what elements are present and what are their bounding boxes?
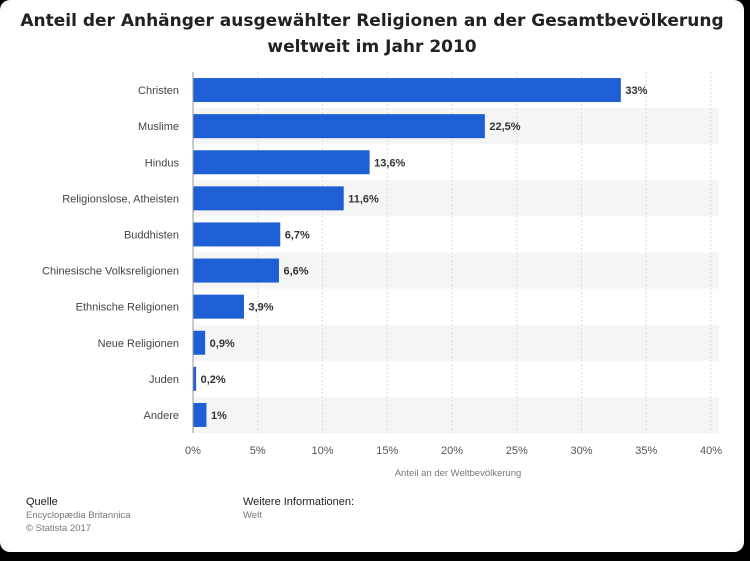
value-label: 1%	[211, 410, 227, 422]
value-label: 3,9%	[249, 302, 274, 314]
bar	[193, 150, 370, 175]
category-label: Chinesische Volksreligionen	[42, 266, 179, 278]
x-tick-label: 25%	[506, 445, 528, 457]
value-label: 6,6%	[283, 266, 308, 278]
category-label: Muslime	[138, 121, 179, 133]
more-info-block: Weitere Informationen: Welt	[243, 496, 354, 522]
x-axis-title: Anteil an der Weltbevölkerung	[395, 468, 522, 479]
category-label: Andere	[144, 410, 179, 422]
category-label: Juden	[149, 374, 179, 386]
chart-card: Anteil der Anhänger ausgewählter Religio…	[0, 0, 744, 552]
bar-chart: 0% 5% 10% 15% 20% 25% 30% 35% 40% Anteil an der W…	[42, 72, 722, 479]
chart-title-line-2: weltweit im Jahr 2010	[267, 37, 477, 57]
x-tick-label: 0%	[185, 445, 201, 457]
x-tick-label: 10%	[311, 445, 333, 457]
category-label: Ethnische Religionen	[76, 302, 179, 314]
bar	[193, 294, 245, 319]
source-heading: Quelle	[26, 496, 58, 508]
row-band	[193, 324, 719, 361]
x-tick-label: 40%	[700, 445, 722, 457]
category-label: Hindus	[145, 157, 180, 169]
chart-title-line-1: Anteil der Anhänger ausgewählter Religio…	[20, 11, 724, 31]
bar	[193, 186, 344, 211]
bar	[193, 78, 621, 103]
x-tick-label: 30%	[570, 445, 592, 457]
value-label: 11,6%	[348, 193, 379, 205]
bar	[193, 222, 281, 247]
category-label: Neue Religionen	[98, 338, 179, 350]
value-label: 22,5%	[489, 121, 520, 133]
bar	[193, 330, 206, 355]
value-label: 0,9%	[210, 338, 235, 350]
source-name: Encyclopædia Britannica	[26, 510, 131, 521]
value-label: 13,6%	[374, 157, 405, 169]
category-label: Buddhisten	[124, 229, 179, 241]
x-tick-label: 35%	[635, 445, 657, 457]
source-block: Quelle Encyclopædia Britannica © Statist…	[26, 496, 131, 535]
x-tick-label: 5%	[250, 445, 266, 457]
bar	[193, 402, 207, 427]
copyright: © Statista 2017	[26, 523, 92, 534]
row-band	[193, 252, 719, 289]
bar	[193, 258, 279, 283]
more-info-value: Welt	[243, 510, 262, 521]
chart-title: Anteil der Anhänger ausgewählter Religio…	[0, 8, 744, 60]
x-tick-label: 15%	[376, 445, 398, 457]
value-label: 0,2%	[201, 374, 226, 386]
bar	[193, 366, 197, 391]
x-tick-label: 20%	[441, 445, 463, 457]
row-band	[193, 396, 719, 433]
value-label: 6,7%	[285, 229, 310, 241]
bar	[193, 114, 485, 139]
category-label: Religionslose, Atheisten	[62, 193, 179, 205]
more-info-heading: Weitere Informationen:	[243, 496, 355, 508]
category-label: Christen	[138, 85, 179, 97]
value-label: 33%	[625, 85, 647, 97]
